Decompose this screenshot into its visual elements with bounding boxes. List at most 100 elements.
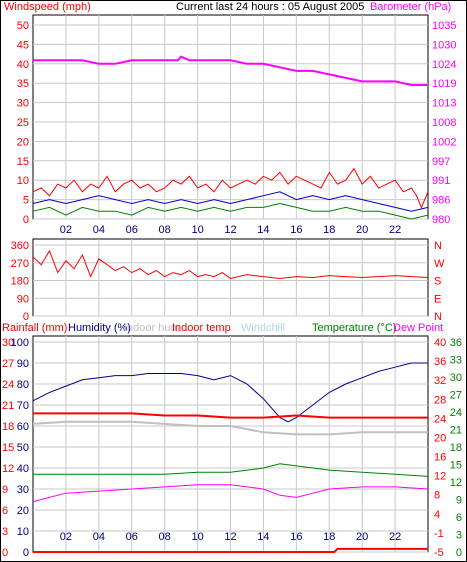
rain-tick-label: 30	[2, 337, 14, 349]
temp2-tick-label: 18	[450, 442, 462, 454]
rainfall-line	[33, 547, 428, 553]
compass-label: N	[434, 311, 442, 323]
dew_point-line	[32, 484, 429, 503]
temp-tick-label: 20	[434, 432, 446, 444]
barometer-tick-label: 1002	[432, 136, 456, 148]
temp2-tick-label: 30	[450, 372, 462, 384]
rain-tick-label: 21	[2, 400, 14, 412]
temp2-tick-label: 6	[456, 512, 462, 524]
indoor_humidity-line	[32, 420, 428, 436]
legend-windchill: Windchill	[241, 322, 285, 334]
humidity-tick-label: 50	[17, 442, 29, 454]
bottom-legend: Rainfall (mm) Humidity (%) Indoor hum In…	[2, 322, 443, 334]
wind-avg-line	[32, 191, 429, 212]
compass-label: S	[434, 276, 441, 288]
climate-hour-tick-label: 04	[93, 531, 105, 543]
barometer-tick-label: 1030	[432, 39, 456, 51]
wind-gust-line	[32, 167, 429, 209]
compass-label: N	[434, 240, 442, 252]
hour-tick-label: 02	[60, 224, 72, 236]
wind-tick-label: 10	[17, 175, 29, 187]
wind-low-line	[32, 202, 429, 220]
barometer-tick-label: 1019	[432, 78, 456, 90]
wind-direction-panel: 360 N 270 W 180 S 90 E 0 N	[11, 238, 445, 323]
climate-hour-tick-label: 08	[159, 531, 171, 543]
legend-humidity: Humidity (%)	[68, 322, 131, 334]
temp2-tick-label: 9	[456, 495, 462, 507]
wind-tick-label: 30	[17, 98, 29, 110]
temp2-tick-label: 3	[456, 530, 462, 542]
humidity-tick-label: 100	[11, 337, 29, 349]
rain-tick-label: 24	[2, 379, 14, 391]
barometer-tick-label: 1024	[432, 59, 456, 71]
temperature-line	[33, 463, 429, 477]
indoor_temp-line	[33, 412, 428, 419]
climate-hour-tick-label: 10	[191, 531, 203, 543]
hour-tick-label: 18	[323, 224, 335, 236]
hour-tick-label: 20	[356, 224, 368, 236]
wind-tick-label: 40	[17, 59, 29, 71]
outdoor_humidity-line	[32, 362, 428, 423]
humidity-tick-label: 40	[17, 463, 29, 475]
wind-barometer-panel: 0510152025303540455098098699199710021008…	[17, 14, 456, 236]
legend-temperature: Temperature (°C)	[312, 322, 396, 334]
humidity-tick-label: 30	[17, 484, 29, 496]
temp-tick-label: 8	[434, 490, 440, 502]
barometer-tick-label: 1008	[432, 117, 456, 129]
barometer-tick-label: 991	[432, 175, 450, 187]
rain-tick-label: 3	[2, 526, 8, 538]
hour-tick-label: 16	[290, 224, 302, 236]
temp2-tick-label: 33	[450, 355, 462, 367]
climate-hour-tick-label: 20	[356, 531, 368, 543]
barometer-tick-label: 980	[432, 214, 450, 226]
hour-tick-label: 08	[159, 224, 171, 236]
compass-label: E	[434, 293, 441, 305]
temp-tick-label: -5	[434, 547, 444, 559]
wind-tick-label: 5	[23, 195, 29, 207]
rain-tick-label: 9	[2, 484, 8, 496]
chart-title: Current last 24 hours : 05 August 2005	[176, 1, 364, 13]
hour-tick-label: 22	[389, 224, 401, 236]
rain-tick-label: 12	[2, 463, 14, 475]
temp2-tick-label: 12	[450, 477, 462, 489]
barometer-tick-label: 1035	[432, 20, 456, 32]
humidity-tick-label: 70	[17, 400, 29, 412]
barometer-label: Barometer (hPa)	[370, 1, 451, 13]
temp-tick-label: 40	[434, 337, 446, 349]
temp2-tick-label: 15	[450, 460, 462, 472]
temp-tick-label: -1	[434, 528, 444, 540]
rain-tick-label: 27	[2, 358, 14, 370]
hour-tick-label: 14	[257, 224, 269, 236]
temp-tick-label: 28	[434, 394, 446, 406]
rain-tick-label: 15	[2, 442, 14, 454]
wind-tick-label: 45	[17, 39, 29, 51]
wind-tick-label: 50	[17, 20, 29, 32]
barometer-tick-label: 986	[432, 195, 450, 207]
humidity-tick-label: 80	[17, 379, 29, 391]
climate-hour-tick-label: 14	[257, 531, 269, 543]
hour-tick-label: 10	[191, 224, 203, 236]
temp2-tick-label: 24	[450, 407, 462, 419]
direction-tick-label: 360	[11, 240, 29, 252]
legend-rainfall: Rainfall (mm)	[2, 322, 67, 334]
temp2-tick-label: 27	[450, 390, 462, 402]
barometer-tick-label: 1013	[432, 98, 456, 110]
temp-tick-label: 4	[434, 509, 440, 521]
rain-tick-label: 0	[2, 547, 8, 559]
hour-tick-label: 06	[126, 224, 138, 236]
temp2-tick-label: 21	[450, 425, 462, 437]
wind-tick-label: 25	[17, 117, 29, 129]
temp-tick-label: 16	[434, 452, 446, 464]
humidity-tick-label: 90	[17, 358, 29, 370]
climate-hour-tick-label: 18	[323, 531, 335, 543]
windspeed-label: Windspeed (mph)	[4, 1, 91, 13]
barometer-line	[33, 55, 428, 86]
humidity-tick-label: 10	[17, 526, 29, 538]
wind-tick-label: 20	[17, 136, 29, 148]
rain-tick-label: 18	[2, 421, 14, 433]
temp-tick-label: 12	[434, 471, 446, 483]
humidity-tick-label: 20	[17, 505, 29, 517]
